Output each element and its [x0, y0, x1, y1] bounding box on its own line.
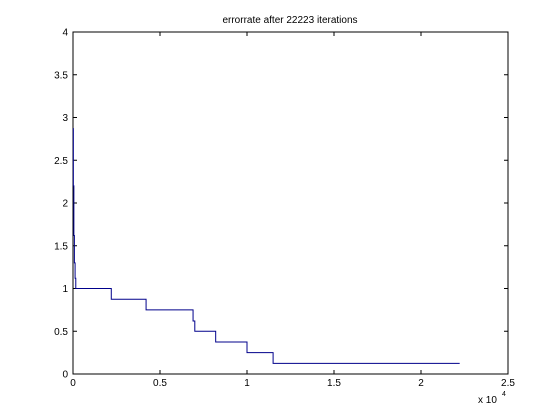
y-tick-label: 3: [62, 113, 68, 124]
y-tick-label: 3.5: [54, 70, 68, 81]
chart-title: errorrate after 22223 iterations: [222, 15, 357, 26]
x-tick-label: 1: [244, 378, 250, 389]
x-axis: 0 0.5 1 1.5 2 2.5: [70, 32, 515, 389]
y-tick-label: 0: [62, 370, 68, 381]
x-multiplier-label: x 10: [478, 395, 497, 406]
x-tick-label: 0.5: [153, 378, 167, 389]
y-tick-label: 2.5: [54, 156, 68, 167]
y-axis: 0 0.5 1 1.5 2 2.5 3 3.5 4: [54, 28, 508, 381]
y-tick-label: 0.5: [54, 327, 68, 338]
x-tick-label: 1.5: [327, 378, 341, 389]
y-tick-label: 4: [62, 28, 68, 39]
series-line: [72, 128, 460, 364]
x-tick-label: 2: [418, 378, 424, 389]
y-tick-label: 1.5: [54, 241, 68, 252]
series-group: [72, 128, 460, 364]
x-tick-label: 0: [70, 378, 76, 389]
y-tick-label: 1: [62, 284, 68, 295]
plot-area: [72, 31, 509, 375]
y-tick-label: 2: [62, 199, 68, 210]
x-tick-label: 2.5: [501, 378, 515, 389]
x-multiplier-exponent: 4: [502, 391, 506, 398]
